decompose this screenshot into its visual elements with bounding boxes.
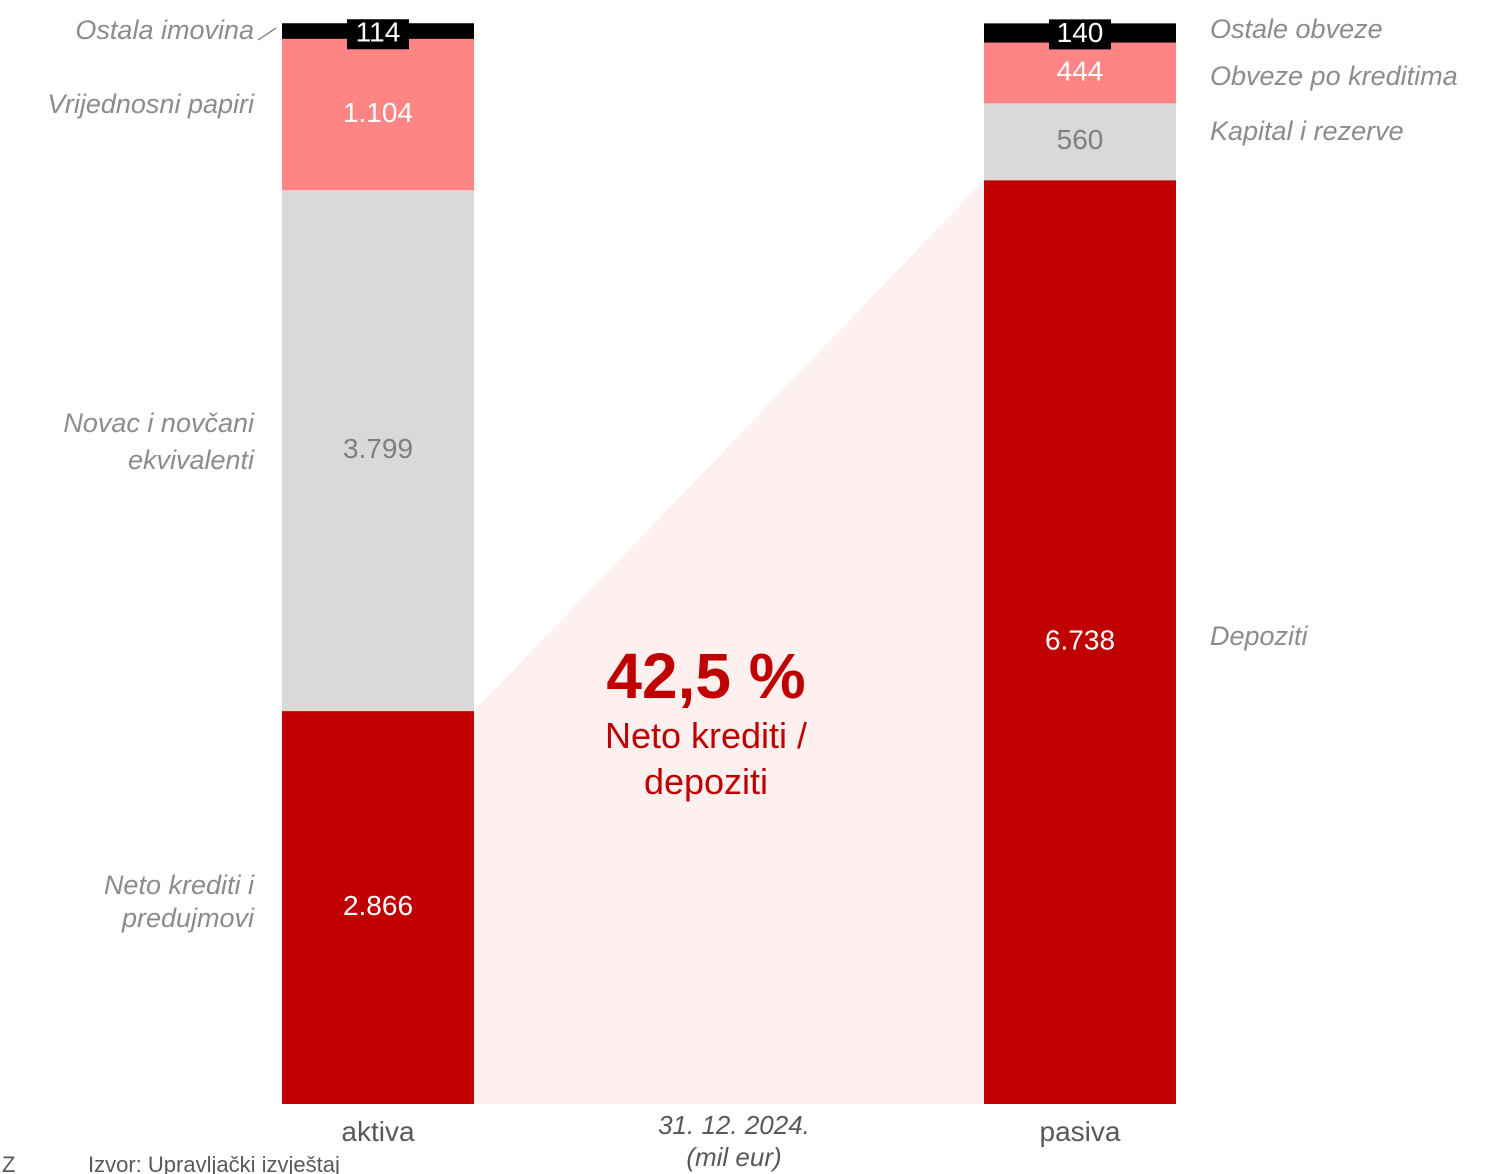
bar-segment-aktiva-2 (282, 38, 474, 191)
bars-group: 2.866 3.799 1.104 114 6.738 560 444 140 (282, 17, 1176, 1104)
value-label-pasiva-3: 140 (1057, 17, 1104, 48)
value-label-pasiva-1: 560 (1057, 124, 1104, 155)
value-label-pasiva-2: 444 (1057, 55, 1104, 86)
legend-label-aktiva-1-0: Novac i novčani (63, 408, 255, 438)
footer-mark: Z (2, 1152, 15, 1174)
ratio-label-line2: depoziti (644, 761, 768, 802)
legend-label-aktiva-1-1: ekvivalenti (128, 445, 255, 475)
value-label-bg-pasiva-3 (1049, 19, 1111, 50)
category-label-pasiva: pasiva (1040, 1116, 1121, 1147)
legend-label-pasiva-1-0: Kapital i rezerve (1210, 116, 1404, 146)
ratio-label-line1: Neto krediti / (605, 715, 807, 756)
legend-label-aktiva-3-0: Ostala imovina (75, 15, 254, 45)
bar-segment-pasiva-0 (984, 180, 1176, 1104)
value-label-aktiva-3: 114 (356, 17, 401, 48)
bar-segment-aktiva-1 (282, 190, 474, 712)
value-label-aktiva-0: 2.866 (343, 890, 413, 921)
legend-label-aktiva-0-1: predujmovi (121, 903, 255, 933)
unit-label: (mil eur) (686, 1142, 781, 1172)
value-label-aktiva-2: 1.104 (343, 97, 413, 128)
source-note: Izvor: Upravljački izvještaj (88, 1152, 340, 1174)
value-label-aktiva-1: 3.799 (343, 433, 413, 464)
legend-label-pasiva-3-0: Ostale obveze (1210, 14, 1383, 44)
bar-segment-aktiva-0 (282, 711, 474, 1104)
value-label-pasiva-0: 6.738 (1045, 625, 1115, 656)
value-label-bg-aktiva-3 (347, 19, 409, 50)
legend-label-pasiva-0-0: Depoziti (1210, 621, 1309, 651)
category-label-aktiva: aktiva (341, 1116, 415, 1147)
legend-label-pasiva-2-0: Obveze po kreditima (1210, 61, 1458, 91)
loans-deposits-connector (474, 180, 984, 1104)
bar-segment-pasiva-1 (984, 103, 1176, 181)
leader-line-ostala-imovina (257, 27, 277, 41)
legend-label-aktiva-2-0: Vrijednosni papiri (47, 89, 255, 119)
legend-label-aktiva-0-0: Neto krediti i (104, 870, 255, 900)
ratio-value: 42,5 % (606, 640, 805, 712)
date-label: 31. 12. 2024. (658, 1110, 810, 1140)
bar-segment-pasiva-2 (984, 42, 1176, 104)
